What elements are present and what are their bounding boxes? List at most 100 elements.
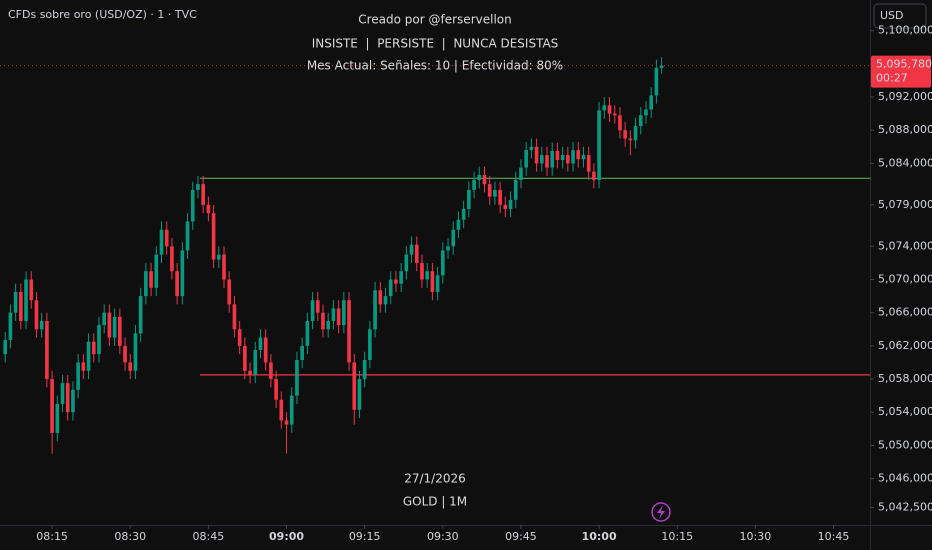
candle-body <box>342 300 346 326</box>
candle-body <box>524 150 528 168</box>
candle-body <box>144 271 148 297</box>
candle-body <box>644 109 648 116</box>
candle-body <box>222 254 226 280</box>
candle-body <box>102 312 107 326</box>
candle-body <box>373 290 377 330</box>
candle-body <box>467 189 471 210</box>
y-tick-label: 5,050,000 <box>878 438 932 451</box>
candle-body <box>76 362 80 390</box>
x-tick-label: 09:15 <box>349 530 381 543</box>
x-tick-label: 08:30 <box>114 530 146 543</box>
x-tick-label: 09:30 <box>427 530 459 543</box>
candle-body <box>248 370 252 375</box>
y-tick-label: 5,084,000 <box>878 156 932 169</box>
candle-body <box>295 359 299 396</box>
candle-body <box>154 254 159 288</box>
candle-body <box>456 219 461 230</box>
candle-body <box>315 300 320 313</box>
price-tag-label: 5,095,780 <box>876 58 932 71</box>
y-tick-label: 5,066,000 <box>878 306 932 319</box>
candle-body <box>539 155 544 164</box>
candle-body <box>175 271 179 297</box>
candle-body <box>8 312 13 341</box>
candle-body <box>487 184 492 197</box>
candle-body <box>237 329 242 346</box>
x-tick-label: 08:45 <box>193 530 225 543</box>
x-tick-label: 09:45 <box>505 530 537 543</box>
candle-body <box>253 350 258 375</box>
lightning-icon[interactable] <box>651 502 671 522</box>
candle-body <box>159 229 164 255</box>
candle-body <box>472 179 476 190</box>
y-tick-label: 5,074,000 <box>878 239 932 252</box>
candle-body <box>196 184 200 190</box>
candle-body <box>378 290 383 305</box>
candle-body <box>477 175 482 180</box>
candle-body <box>123 345 127 363</box>
candle-body <box>206 204 211 214</box>
candle-body <box>420 262 424 280</box>
candle-body <box>336 308 341 326</box>
candle-body <box>618 115 622 131</box>
x-tick-label: 09:00 <box>269 530 304 543</box>
x-tick-label: 10:00 <box>582 530 617 543</box>
candle-body <box>399 271 403 284</box>
candle-body <box>180 250 185 297</box>
candle-body <box>97 325 101 355</box>
candle-body <box>60 383 65 404</box>
candle-body <box>86 341 91 371</box>
candle-body <box>269 362 273 380</box>
candle-body <box>388 279 393 297</box>
candle-body <box>560 155 565 161</box>
plot-area <box>0 57 870 454</box>
candle-body <box>425 271 430 280</box>
footer-label: GOLD | 1M <box>403 495 467 509</box>
candle-body <box>602 105 607 111</box>
candle-body <box>482 175 487 185</box>
candle-body <box>274 379 278 400</box>
x-tick-label: 08:15 <box>36 530 68 543</box>
candle-body <box>190 189 195 222</box>
date-label: 27/1/2026 <box>404 472 466 486</box>
y-tick-label: 5,100,000 <box>878 24 932 37</box>
candle-body <box>211 213 216 260</box>
candle-body <box>649 95 654 110</box>
currency-button[interactable] <box>873 3 927 29</box>
candle-body <box>352 362 357 410</box>
candle-body <box>534 146 539 164</box>
candle-body <box>34 300 39 330</box>
candle-body <box>612 113 617 116</box>
candle-body <box>50 379 54 433</box>
candle-body <box>310 300 315 321</box>
candle-body <box>404 254 409 272</box>
candle-body <box>164 229 169 247</box>
candle-body <box>201 184 205 205</box>
y-tick-label: 5,088,000 <box>878 123 932 136</box>
candle-body <box>446 246 450 251</box>
countdown-label: 00:27 <box>876 72 908 85</box>
candle-body <box>81 362 86 371</box>
x-tick-label: 10:45 <box>818 530 850 543</box>
candle-body <box>149 271 153 288</box>
x-tick-label: 10:15 <box>661 530 693 543</box>
candle-body <box>347 300 351 363</box>
candle-body <box>326 320 331 330</box>
price-tag <box>871 55 931 88</box>
candle-body <box>227 279 232 305</box>
y-tick-label: 5,042,500 <box>878 501 932 514</box>
candle-body <box>368 329 372 360</box>
chart-title: Creado por @ferservellon <box>358 13 511 27</box>
x-tick-label: 10:30 <box>740 530 772 543</box>
candle-body <box>566 155 570 164</box>
candle-body <box>112 316 117 338</box>
candle-body <box>91 341 96 355</box>
candle-body <box>550 150 555 168</box>
candle-body <box>555 150 560 161</box>
candle-body <box>607 105 612 114</box>
candle-body <box>258 337 263 350</box>
candle-body <box>263 337 268 363</box>
candle-body <box>65 383 70 413</box>
currency-label: USD <box>880 9 904 22</box>
candle-body <box>71 389 75 413</box>
symbol-label: CFDs sobre oro (USD/OZ) · 1 · TVC <box>8 8 197 21</box>
